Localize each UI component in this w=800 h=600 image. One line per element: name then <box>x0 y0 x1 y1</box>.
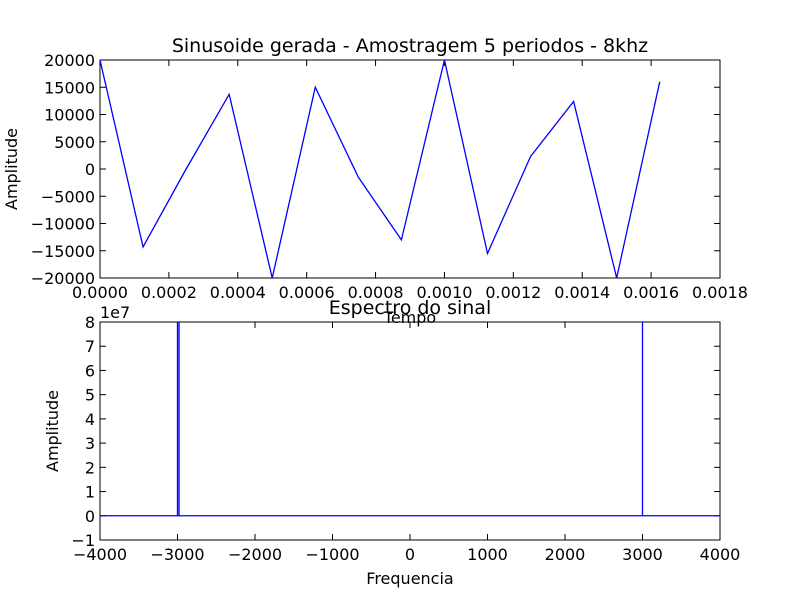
y-tick-label: 2 <box>85 458 95 477</box>
y-tick-label: −15000 <box>31 242 95 261</box>
y-tick-label: 5 <box>85 386 95 405</box>
y-axis-ticks: −1 0 1 2 3 4 5 6 7 8 <box>71 313 720 550</box>
x-tick-label: 0.0002 <box>141 283 197 302</box>
chart-title: Espectro do sinal <box>329 297 491 319</box>
x-tick-label: 1000 <box>467 545 508 564</box>
x-tick-label: 0.0010 <box>416 283 472 302</box>
y-tick-label: 3 <box>85 434 95 453</box>
x-tick-label: 4000 <box>700 545 741 564</box>
x-tick-label: 0 <box>405 545 415 564</box>
y-tick-label: 20000 <box>44 51 95 70</box>
series-line <box>100 60 661 278</box>
x-tick-label: 2000 <box>545 545 586 564</box>
x-axis-ticks: 0.0000 0.0002 0.0004 0.0006 0.0008 0.0010 0.00… <box>72 60 748 302</box>
x-tick-label: −1000 <box>305 545 359 564</box>
y-tick-label: 15000 <box>44 78 95 97</box>
chart-title: Sinusoide gerada - Amostragem 5 periodos… <box>172 35 648 57</box>
x-tick-label: 3000 <box>622 545 663 564</box>
x-tick-label: −2000 <box>228 545 282 564</box>
y-tick-label: 8 <box>85 313 95 332</box>
plot-frame <box>99 59 721 279</box>
x-tick-label: 0.0008 <box>348 283 404 302</box>
y-axis-label: Amplitude <box>43 390 62 472</box>
x-tick-label: −3000 <box>150 545 204 564</box>
y-tick-label: 6 <box>85 361 95 380</box>
x-tick-label: 0.0006 <box>279 283 335 302</box>
plot-frame <box>99 321 721 541</box>
y-tick-label: 5000 <box>54 133 95 152</box>
y-tick-label: −10000 <box>31 215 95 234</box>
y-tick-label: 0 <box>85 507 95 526</box>
x-tick-label: 0.0012 <box>485 283 541 302</box>
y-axis-ticks: −20000 −15000 −10000 −5000 0 5000 10000 15000 20… <box>31 51 720 288</box>
y-tick-label: 4 <box>85 410 95 429</box>
x-tick-label: 0.0000 <box>72 283 128 302</box>
y-tick-label: 1 <box>85 483 95 502</box>
x-tick-label: 0.0014 <box>554 283 610 302</box>
y-tick-label: 7 <box>85 337 95 356</box>
x-tick-label: 0.0004 <box>210 283 266 302</box>
y-tick-label: −1 <box>71 531 95 550</box>
y-tick-label: −5000 <box>41 187 95 206</box>
x-tick-label: −4000 <box>73 545 127 564</box>
x-axis-ticks: −4000 −3000 −2000 −1000 0 1000 2000 3000 4000 <box>73 322 740 564</box>
x-tick-label: 0.0018 <box>692 283 748 302</box>
series-lines <box>100 60 661 278</box>
x-axis-label: Frequencia <box>366 569 453 588</box>
y-tick-label: −20000 <box>31 269 95 288</box>
y-offset-text: 1e7 <box>100 303 130 322</box>
y-tick-label: 10000 <box>44 106 95 125</box>
series-line <box>100 322 720 517</box>
series-lines <box>100 322 720 517</box>
y-axis-label: Amplitude <box>2 128 21 210</box>
y-tick-label: 0 <box>85 160 95 179</box>
plot-sinusoid: Sinusoide gerada - Amostragem 5 periodos… <box>2 35 748 327</box>
x-tick-label: 0.0016 <box>623 283 679 302</box>
